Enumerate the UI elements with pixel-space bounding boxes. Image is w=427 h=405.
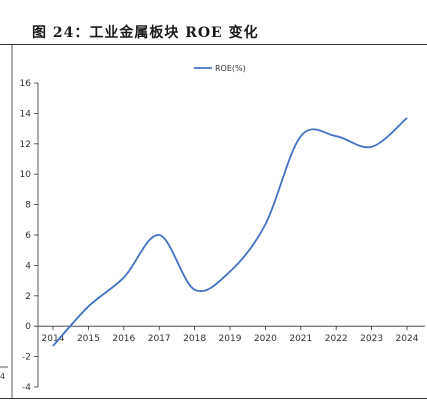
x-tick-label: 2016 bbox=[112, 334, 135, 344]
x-tick-label: 2024 bbox=[396, 334, 419, 344]
x-tick-label: 2014 bbox=[42, 334, 65, 344]
y-tick-label: 2 bbox=[25, 292, 31, 302]
roe-series-line bbox=[52, 117, 408, 347]
y-tick-label: 14 bbox=[20, 109, 32, 119]
legend-label: ROE(%) bbox=[215, 64, 246, 73]
x-tick-label: 2021 bbox=[289, 334, 312, 344]
x-tick-label: 2019 bbox=[219, 334, 242, 344]
y-tick-label: 4 bbox=[25, 261, 31, 271]
bottom-rule bbox=[0, 398, 427, 399]
top-rule bbox=[0, 44, 427, 45]
y-tick-label: 12 bbox=[20, 140, 31, 150]
y-tick-label: -4 bbox=[22, 383, 31, 393]
figure-title: 图 24：工业金属板块 ROE 变化 bbox=[32, 25, 259, 41]
series-group bbox=[52, 117, 408, 347]
y-tick-label: 0 bbox=[25, 322, 31, 332]
x-tick-label: 2018 bbox=[183, 334, 206, 344]
x-tick-label: 2020 bbox=[254, 334, 277, 344]
x-tick-label: 2023 bbox=[360, 334, 383, 344]
x-tick-label: 2022 bbox=[325, 334, 348, 344]
y-axis: -4 -2 0 2 4 6 8 10 12 14 16 bbox=[20, 79, 39, 393]
x-tick-label: 2015 bbox=[77, 334, 100, 344]
x-axis: 2014 2015 2016 2017 2018 2019 2020 2021 2022 2023… bbox=[38, 325, 425, 344]
y-tick-label: -2 bbox=[22, 353, 31, 363]
y-tick-label: 10 bbox=[20, 170, 32, 180]
y-tick-label: 6 bbox=[25, 231, 31, 241]
left-fragment-text: 4 bbox=[0, 372, 5, 381]
legend: ROE(%) bbox=[194, 64, 246, 73]
x-tick-label: 2017 bbox=[148, 334, 171, 344]
y-tick-label: 8 bbox=[25, 201, 31, 211]
y-tick-label: 16 bbox=[20, 79, 32, 89]
